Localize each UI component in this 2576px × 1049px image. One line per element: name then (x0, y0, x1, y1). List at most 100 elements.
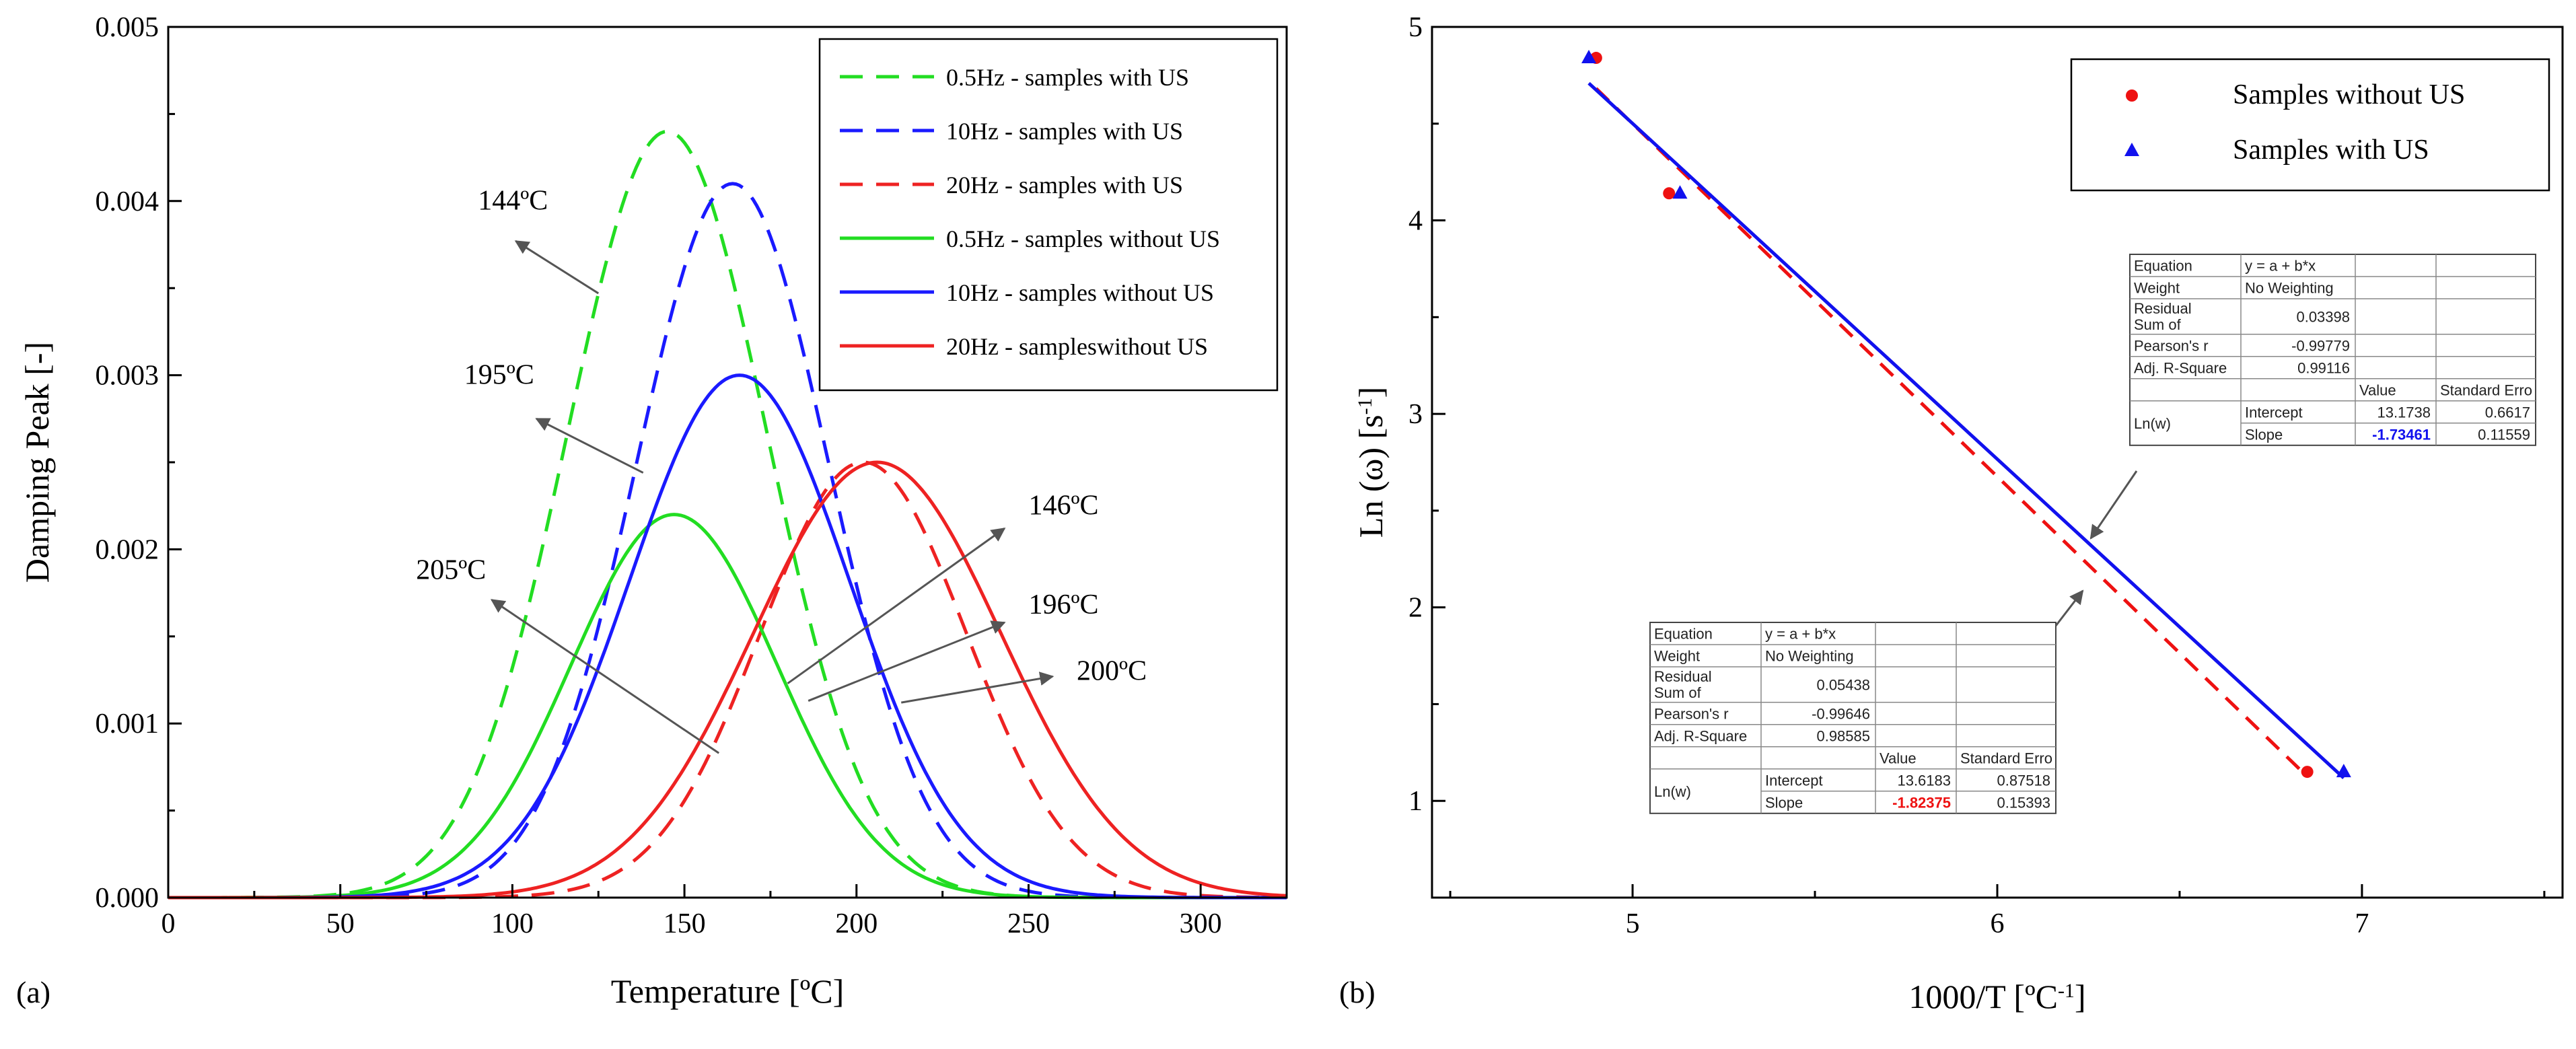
fit-table-cell: Slope (2245, 426, 2283, 443)
fit-table-cell: Weight (1654, 648, 1700, 665)
y-tick-label: 0.002 (96, 534, 159, 565)
series-line-3 (168, 513, 1287, 900)
fit-table-cell: Residual Sum of (1654, 668, 1712, 701)
annotation-label: 195ºC (464, 360, 534, 391)
annotation-arrow (535, 417, 644, 474)
fit-table-cell: Pearson's r (2134, 337, 2209, 354)
fit-table-cell: No Weighting (1765, 648, 1854, 665)
annotation-arrow (490, 599, 720, 754)
y-axis-label: Ln (ω) [s-1] (1352, 387, 1390, 538)
fit-table-cell: y = a + b*x (2245, 258, 2316, 275)
x-tick-label: 5 (1626, 908, 1640, 939)
fit-table-0: Equation y = a + b*x Weight No Weighting Res… (2129, 254, 2536, 446)
data-point-0 (1663, 187, 1676, 200)
fit-table-cell: 13.6183 (1897, 772, 1951, 789)
fit-table-cell: y = a + b*x (1765, 626, 1836, 643)
fit-table-cell: 0.05438 (1816, 676, 1870, 693)
x-tick-label: 300 (1180, 908, 1222, 939)
y-axis-label: Damping Peak [-] (18, 342, 56, 583)
x-tick-label: 200 (835, 908, 878, 939)
fit-table-cell: 0.87518 (1997, 772, 2050, 789)
chart-panel-a: 0 50 100 150 200 250 300 0.000 0.001 0.002 0.003 0.… (16, 12, 1288, 1010)
fit-table-cell: Adj. R-Square (1654, 727, 1747, 744)
fit-table-cell: Adj. R-Square (2134, 359, 2227, 376)
fit-table-cell: Value (1880, 750, 1917, 766)
y-tick-label: 0.004 (96, 186, 159, 217)
fit-table-cell: -0.99646 (1812, 705, 1870, 722)
panel-label: (b) (1339, 975, 1375, 1009)
fit-table-cell: No Weighting (2245, 280, 2334, 297)
fit-table-cell: Pearson's r (1654, 705, 1729, 722)
y-tick-label: 2 (1408, 593, 1423, 624)
x-tick-label: 6 (1991, 908, 2005, 939)
fit-table-cell: 0.98585 (1816, 727, 1870, 744)
fit-table-cell: -0.99779 (2291, 337, 2350, 354)
fit-table-cell: 0.6617 (2485, 404, 2530, 421)
legend-box (818, 38, 1279, 392)
x-tick-label: 150 (664, 908, 706, 939)
annotation-arrow (2089, 470, 2138, 540)
fit-table-cell: Equation (2134, 258, 2192, 275)
fit-table-frame (2129, 254, 2536, 446)
fit-table-cell: -1.82375 (1892, 794, 1951, 811)
fit-table-cell: 0.11559 (2478, 426, 2530, 443)
y-tick-label: 4 (1408, 206, 1423, 237)
fit-table-cell: Weight (2134, 280, 2180, 297)
fit-table-cell: Ln(w) (2134, 415, 2171, 432)
fit-table-cell: Ln(w) (1654, 783, 1691, 800)
legend-marker-0 (2126, 89, 2138, 102)
series-line-4 (168, 373, 1287, 900)
fit-line-1 (1587, 81, 2345, 780)
y-tick-label: 0.003 (96, 361, 159, 392)
fit-table-cell: Value (2359, 382, 2396, 398)
data-point-1 (2336, 764, 2351, 778)
y-tick-label: 3 (1408, 399, 1423, 430)
fit-table-cell: Slope (1765, 794, 1803, 811)
x-tick-label: 50 (326, 908, 355, 939)
x-tick-label: 250 (1007, 908, 1050, 939)
legend-label-2: 20Hz - samples with US (946, 172, 1183, 198)
chart-panel-b: 5 6 7 1 2 3 4 5 1000/T [ºC-1] Ln (ω) [s-1] (b) Samp… (1339, 12, 2564, 1015)
x-tick-label: 0 (162, 908, 176, 939)
legend-label-1: 10Hz - samples with US (946, 118, 1183, 145)
annotation-arrow (2054, 589, 2084, 626)
annotation-label: 200ºC (1077, 656, 1147, 687)
annotation-arrow (808, 620, 1006, 702)
fit-table-cell: Standard Erro (1960, 750, 2052, 766)
y-tick-label: 0.005 (96, 12, 159, 43)
legend-marker-1 (2124, 143, 2139, 156)
fit-table-cell: Equation (1654, 626, 1713, 643)
x-tick-label: 7 (2355, 908, 2369, 939)
y-tick-label: 1 (1408, 786, 1423, 817)
annotation-label: 144ºC (478, 186, 548, 217)
data-point-1 (1672, 185, 1688, 199)
data-point-1 (1581, 50, 1597, 64)
fit-table-cell: 0.99116 (2297, 359, 2350, 376)
fit-table-cell: Intercept (1765, 772, 1823, 789)
legend-label-3: 0.5Hz - samples without US (946, 225, 1220, 252)
fit-table-cell: Standard Erro (2440, 382, 2532, 398)
fit-table-cell: 0.15393 (1997, 794, 2050, 811)
legend-label-1: Samples with US (2233, 135, 2429, 166)
panel-label: (a) (16, 975, 50, 1009)
legend-label-4: 10Hz - samples without US (946, 279, 1214, 306)
y-tick-label: 5 (1408, 12, 1423, 43)
data-point-0 (2301, 766, 2314, 779)
annotation-label: 205ºC (416, 554, 486, 585)
fit-table-cell: -1.73461 (2372, 426, 2431, 443)
fit-table-cell: 0.03398 (2296, 308, 2350, 325)
annotation-arrow (900, 672, 1054, 704)
x-axis-label: Temperature [ºC] (611, 972, 845, 1010)
fit-table-cell: Residual Sum of (2134, 300, 2192, 333)
legend-label-0: 0.5Hz - samples with US (946, 64, 1189, 91)
legend-label-0: Samples without US (2233, 79, 2465, 110)
x-axis-label: 1000/T [ºC-1] (1908, 978, 2085, 1015)
x-tick-label: 100 (491, 908, 534, 939)
annotation-label: 146ºC (1028, 491, 1098, 521)
annotation-arrow (787, 528, 1006, 684)
y-tick-label: 0.000 (96, 883, 159, 914)
fit-line-0 (1595, 87, 2309, 778)
fit-table-cell: 13.1738 (2377, 404, 2431, 421)
annotation-arrow (514, 240, 600, 295)
